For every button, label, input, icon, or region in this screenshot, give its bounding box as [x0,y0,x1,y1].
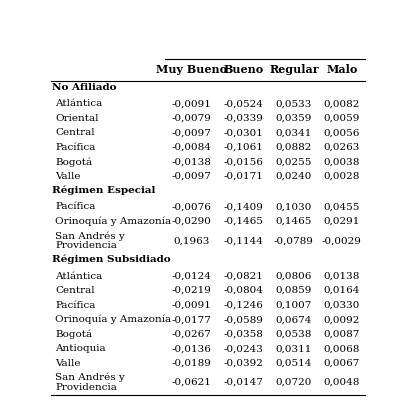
Text: 0,0255: 0,0255 [276,158,312,166]
Text: 0,0330: 0,0330 [324,301,360,310]
Text: 0,1963: 0,1963 [174,236,210,245]
Text: -0,0076: -0,0076 [172,203,212,211]
Text: -0,0097: -0,0097 [172,128,212,138]
Text: Orinoquía y Amazonía: Orinoquía y Amazonía [55,217,171,226]
Text: 0,0514: 0,0514 [276,359,312,368]
Text: Bueno: Bueno [224,64,264,75]
Text: -0,0589: -0,0589 [224,315,264,324]
Text: Central: Central [55,286,95,295]
Text: 0,0806: 0,0806 [276,271,312,281]
Text: -0,1061: -0,1061 [224,143,264,152]
Text: -0,0189: -0,0189 [172,359,212,368]
Text: 0,1465: 0,1465 [276,217,312,226]
Text: Bogotá: Bogotá [55,330,92,339]
Text: -0,1465: -0,1465 [224,217,264,226]
Text: 0,0059: 0,0059 [324,114,360,123]
Text: -0,0091: -0,0091 [172,301,212,310]
Text: Central: Central [55,128,95,138]
Text: No Afiliado: No Afiliado [52,83,117,91]
Text: 0,0028: 0,0028 [324,172,360,181]
Text: 0,0240: 0,0240 [276,172,312,181]
Text: 0,0068: 0,0068 [324,344,360,353]
Text: -0,0171: -0,0171 [224,172,264,181]
Text: 0,0138: 0,0138 [324,271,360,281]
Text: -0,1246: -0,1246 [224,301,264,310]
Text: 0,0311: 0,0311 [276,344,312,353]
Text: 0,0538: 0,0538 [276,330,312,339]
Text: Regular: Regular [269,64,319,75]
Text: Providencia: Providencia [55,383,117,392]
Text: -0,0138: -0,0138 [172,158,212,166]
Text: Régimen Especial: Régimen Especial [52,185,156,195]
Text: 0,1030: 0,1030 [276,203,312,211]
Text: -0,0156: -0,0156 [224,158,264,166]
Text: Antioquia: Antioquia [55,344,106,353]
Text: Régimen Subsidiado: Régimen Subsidiado [52,255,171,264]
Text: 0,0082: 0,0082 [324,99,360,108]
Text: -0,0136: -0,0136 [172,344,212,353]
Text: -0,0084: -0,0084 [172,143,212,152]
Text: -0,0147: -0,0147 [224,378,264,387]
Text: Malo: Malo [326,64,358,75]
Text: -0,1409: -0,1409 [224,203,264,211]
Text: 0,0291: 0,0291 [324,217,360,226]
Text: 0,0056: 0,0056 [324,128,360,138]
Text: Atlántica: Atlántica [55,99,102,108]
Text: Orinoquía y Amazonía: Orinoquía y Amazonía [55,315,171,324]
Text: -0,0392: -0,0392 [224,359,264,368]
Text: Valle: Valle [55,359,81,368]
Text: Oriental: Oriental [55,114,99,123]
Text: -0,0219: -0,0219 [172,286,212,295]
Text: 0,0048: 0,0048 [324,378,360,387]
Text: 0,0087: 0,0087 [324,330,360,339]
Text: 0,0859: 0,0859 [276,286,312,295]
Text: 0,0263: 0,0263 [324,143,360,152]
Text: 0,0455: 0,0455 [324,203,360,211]
Text: Pacífica: Pacífica [55,203,96,211]
Text: San Andrés y: San Andrés y [55,231,125,241]
Text: Pacífica: Pacífica [55,301,96,310]
Text: 0,0359: 0,0359 [276,114,312,123]
Text: 0,0067: 0,0067 [324,359,360,368]
Text: 0,0341: 0,0341 [276,128,312,138]
Text: -0,0124: -0,0124 [172,271,212,281]
Text: Muy Bueno: Muy Bueno [156,64,228,75]
Text: 0,0882: 0,0882 [276,143,312,152]
Text: San Andrés y: San Andrés y [55,373,125,382]
Text: -0,0243: -0,0243 [224,344,264,353]
Text: -0,0097: -0,0097 [172,172,212,181]
Text: 0,0720: 0,0720 [276,378,312,387]
Text: Valle: Valle [55,172,81,181]
Text: -0,0621: -0,0621 [172,378,212,387]
Text: -0,0091: -0,0091 [172,99,212,108]
Text: 0,0533: 0,0533 [276,99,312,108]
Text: -0,0821: -0,0821 [224,271,264,281]
Text: -0,1144: -0,1144 [224,236,264,245]
Text: Pacífica: Pacífica [55,143,96,152]
Text: -0,0301: -0,0301 [224,128,264,138]
Text: -0,0079: -0,0079 [172,114,212,123]
Text: -0,0804: -0,0804 [224,286,264,295]
Text: -0,0029: -0,0029 [322,236,362,245]
Text: -0,0267: -0,0267 [172,330,212,339]
Text: -0,0177: -0,0177 [172,315,212,324]
Text: -0,0524: -0,0524 [224,99,264,108]
Text: Bogotá: Bogotá [55,157,92,167]
Text: 0,0164: 0,0164 [324,286,360,295]
Text: Providencia: Providencia [55,241,117,250]
Text: -0,0339: -0,0339 [224,114,264,123]
Text: 0,0674: 0,0674 [276,315,312,324]
Text: -0,0358: -0,0358 [224,330,264,339]
Text: Atlántica: Atlántica [55,271,102,281]
Text: 0,1007: 0,1007 [276,301,312,310]
Text: -0,0290: -0,0290 [172,217,212,226]
Text: 0,0092: 0,0092 [324,315,360,324]
Text: -0,0789: -0,0789 [274,236,314,245]
Text: 0,0038: 0,0038 [324,158,360,166]
